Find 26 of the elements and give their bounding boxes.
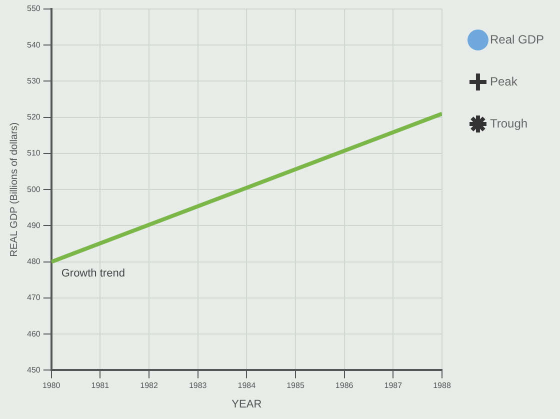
x-tick-label: 1987 [384,381,403,390]
y-axis-title: REAL GDP (Billions of dollars) [8,122,20,257]
y-tick-label: 460 [26,329,41,338]
x-tick-label: 1981 [91,381,110,390]
x-tick-label: 1980 [42,381,61,390]
x-tick-label: 1986 [335,381,354,390]
legend-label: Real GDP [490,32,544,46]
legend-label: Peak [490,74,518,88]
x-axis-title: YEAR [232,398,262,410]
x-tick-label: 1988 [433,381,452,390]
y-tick-label: 520 [26,112,41,122]
y-tick-label: 510 [26,148,41,158]
x-tick-label: 1983 [188,381,208,390]
x-tick-label: 1982 [140,381,158,390]
y-tick-label: 470 [26,293,41,302]
y-tick-label: 530 [26,76,41,86]
y-tick-label: 480 [26,257,41,266]
legend-label: Trough [490,116,528,130]
series-label: Growth trend [61,267,125,280]
y-tick-label: 490 [26,220,41,230]
y-tick-label: 450 [26,365,41,374]
y-tick-label: 540 [26,40,41,50]
y-tick-label: 550 [26,4,41,14]
y-tick-label: 500 [26,184,41,194]
x-tick-label: 1985 [286,381,305,390]
x-tick-label: 1984 [238,381,256,390]
